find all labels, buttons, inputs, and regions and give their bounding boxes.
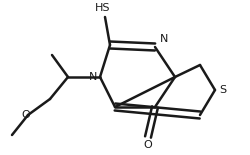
Text: O: O	[144, 140, 152, 150]
Text: N: N	[88, 72, 97, 82]
Text: O: O	[21, 110, 30, 120]
Text: S: S	[219, 85, 226, 95]
Text: HS: HS	[95, 3, 111, 13]
Text: N: N	[160, 34, 168, 44]
